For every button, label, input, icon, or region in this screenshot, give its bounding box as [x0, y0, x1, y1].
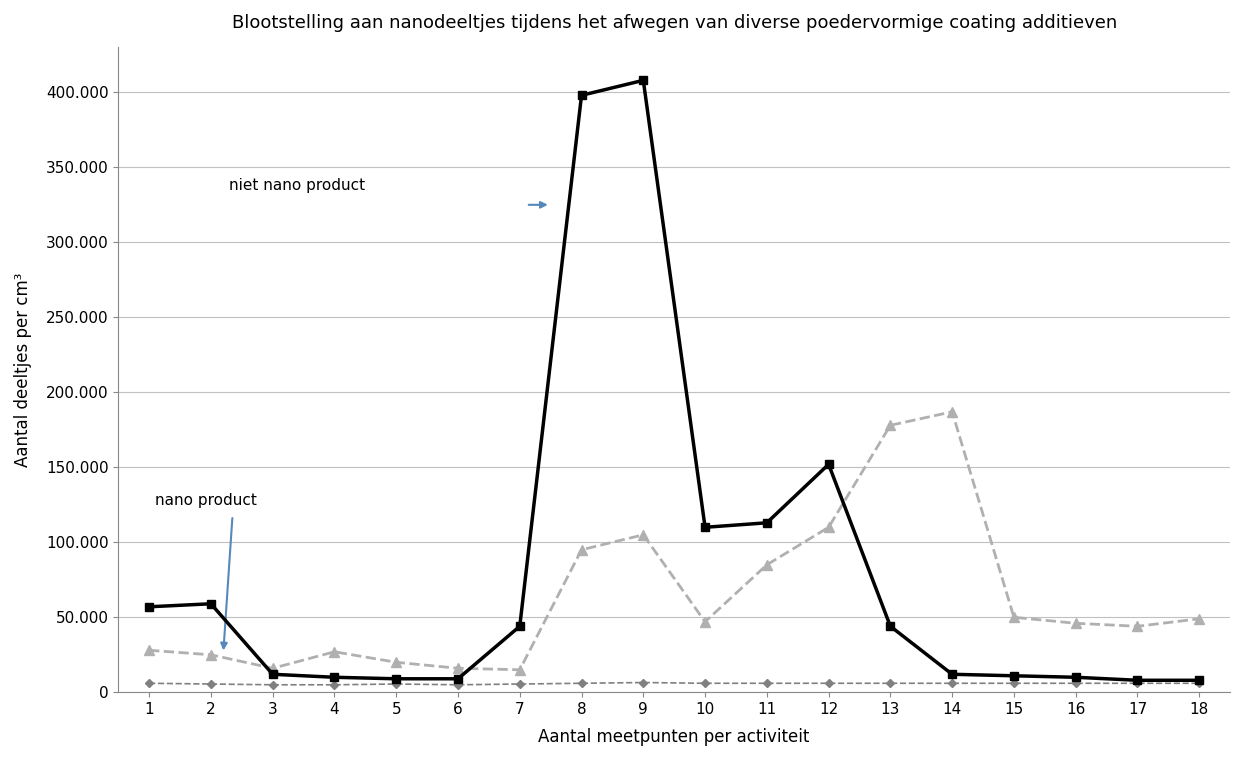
Title: Blootstelling aan nanodeeltjes tijdens het afwegen van diverse poedervormige coa: Blootstelling aan nanodeeltjes tijdens h…: [231, 14, 1117, 32]
Y-axis label: Aantal deeltjes per cm³: Aantal deeltjes per cm³: [14, 273, 32, 467]
X-axis label: Aantal meetpunten per activiteit: Aantal meetpunten per activiteit: [539, 728, 810, 746]
Text: niet nano product: niet nano product: [229, 178, 366, 193]
Text: nano product: nano product: [156, 492, 258, 508]
